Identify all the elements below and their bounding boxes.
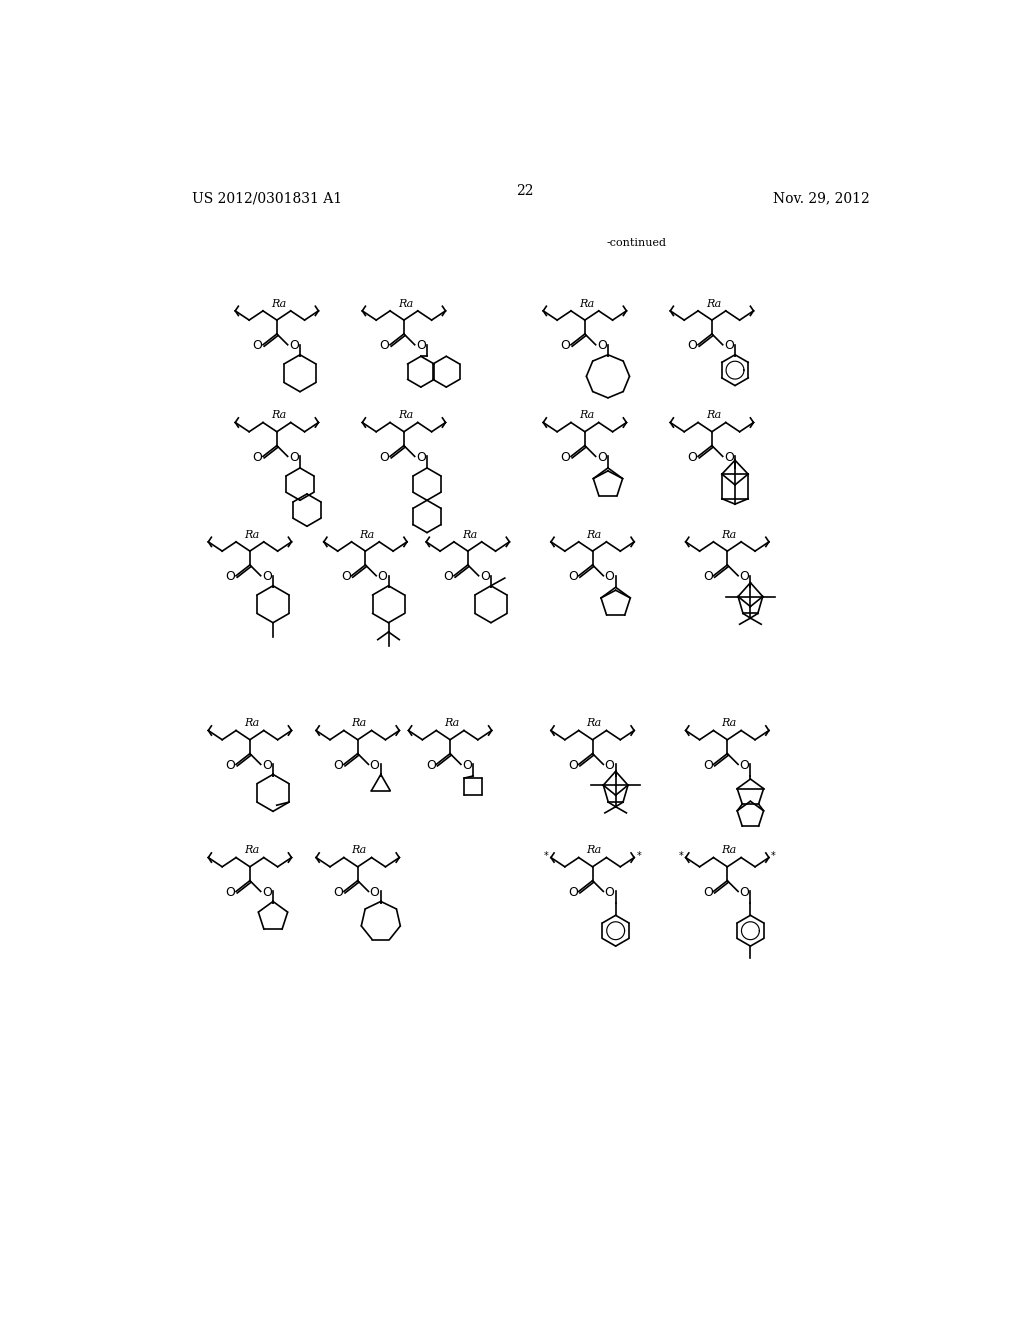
Text: Ra: Ra — [244, 529, 259, 540]
Text: O: O — [416, 450, 426, 463]
Text: O: O — [724, 450, 734, 463]
Text: O: O — [724, 339, 734, 352]
Text: O: O — [604, 886, 614, 899]
Text: O: O — [703, 759, 713, 772]
Text: O: O — [380, 450, 389, 463]
Text: O: O — [597, 450, 607, 463]
Text: Ra: Ra — [721, 529, 736, 540]
Text: O: O — [703, 886, 713, 899]
Text: O: O — [568, 759, 579, 772]
Text: *: * — [771, 851, 776, 861]
Text: Ra: Ra — [244, 718, 259, 729]
Text: O: O — [262, 759, 271, 772]
Text: Ra: Ra — [351, 845, 367, 855]
Text: O: O — [568, 570, 579, 583]
Text: O: O — [604, 759, 614, 772]
Text: O: O — [462, 759, 472, 772]
Text: O: O — [262, 570, 271, 583]
Text: O: O — [688, 339, 697, 352]
Text: O: O — [225, 759, 236, 772]
Text: O: O — [253, 450, 262, 463]
Text: O: O — [443, 570, 454, 583]
Text: O: O — [334, 886, 343, 899]
Text: Ra: Ra — [706, 298, 721, 309]
Text: O: O — [604, 570, 614, 583]
Text: *: * — [544, 851, 549, 861]
Text: O: O — [341, 570, 351, 583]
Text: -continued: -continued — [606, 238, 667, 248]
Text: O: O — [426, 759, 436, 772]
Text: O: O — [480, 570, 489, 583]
Text: US 2012/0301831 A1: US 2012/0301831 A1 — [193, 191, 342, 206]
Text: Ra: Ra — [587, 529, 602, 540]
Text: 22: 22 — [516, 183, 534, 198]
Text: Ra: Ra — [579, 298, 594, 309]
Text: O: O — [739, 886, 750, 899]
Text: *: * — [679, 851, 683, 861]
Text: O: O — [739, 759, 750, 772]
Text: Ra: Ra — [587, 845, 602, 855]
Text: O: O — [370, 759, 380, 772]
Text: O: O — [568, 886, 579, 899]
Text: O: O — [370, 886, 380, 899]
Text: O: O — [225, 570, 236, 583]
Text: O: O — [289, 339, 299, 352]
Text: Ra: Ra — [398, 298, 413, 309]
Text: Ra: Ra — [579, 411, 594, 420]
Text: Ra: Ra — [444, 718, 460, 729]
Text: O: O — [225, 886, 236, 899]
Text: O: O — [703, 570, 713, 583]
Text: Nov. 29, 2012: Nov. 29, 2012 — [773, 191, 869, 206]
Text: O: O — [289, 450, 299, 463]
Text: O: O — [334, 759, 343, 772]
Text: Ra: Ra — [721, 845, 736, 855]
Text: O: O — [739, 570, 750, 583]
Text: O: O — [262, 886, 271, 899]
Text: O: O — [597, 339, 607, 352]
Text: *: * — [636, 851, 641, 861]
Text: O: O — [688, 450, 697, 463]
Text: Ra: Ra — [359, 529, 375, 540]
Text: Ra: Ra — [270, 411, 286, 420]
Text: Ra: Ra — [587, 718, 602, 729]
Text: O: O — [378, 570, 387, 583]
Text: Ra: Ra — [270, 298, 286, 309]
Text: Ra: Ra — [721, 718, 736, 729]
Text: O: O — [253, 339, 262, 352]
Text: O: O — [380, 339, 389, 352]
Text: Ra: Ra — [351, 718, 367, 729]
Text: O: O — [561, 450, 570, 463]
Text: O: O — [416, 339, 426, 352]
Text: Ra: Ra — [244, 845, 259, 855]
Text: Ra: Ra — [706, 411, 721, 420]
Text: O: O — [561, 339, 570, 352]
Text: Ra: Ra — [398, 411, 413, 420]
Text: Ra: Ra — [462, 529, 477, 540]
